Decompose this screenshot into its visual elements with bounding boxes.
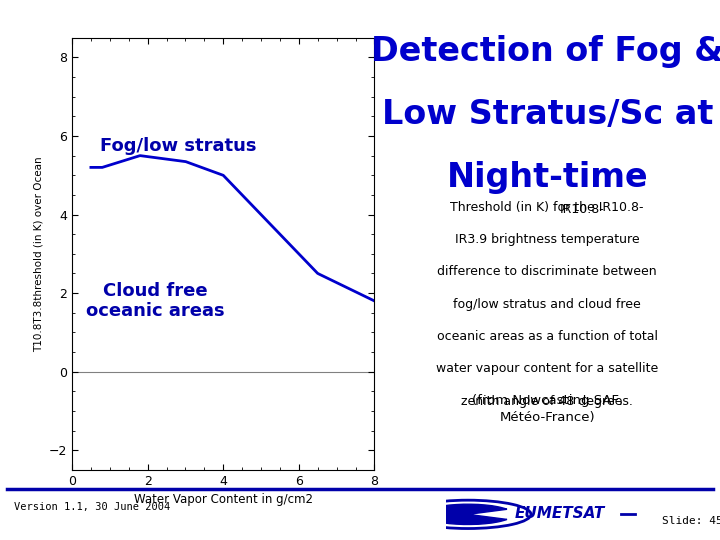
Text: Detection of Fog &: Detection of Fog & [371,35,720,68]
Wedge shape [423,504,507,524]
Text: difference to discriminate between: difference to discriminate between [437,266,657,279]
Text: EUMETSAT: EUMETSAT [515,506,605,521]
Text: Threshold (in K) for the IR10.8-: Threshold (in K) for the IR10.8- [451,201,644,214]
Text: oceanic areas as a function of total: oceanic areas as a function of total [437,330,657,343]
Text: Fog/low stratus: Fog/low stratus [99,137,256,155]
Text: fog/low stratus and cloud free: fog/low stratus and cloud free [454,298,641,310]
Text: water vapour content for a satellite: water vapour content for a satellite [436,362,658,375]
Text: Low Stratus/Sc at: Low Stratus/Sc at [382,98,713,131]
X-axis label: Water Vapor Content in g/cm2: Water Vapor Content in g/cm2 [134,493,312,506]
Text: IR10.8-: IR10.8- [559,203,604,216]
Text: Slide: 45: Slide: 45 [662,516,720,526]
Text: zenith angle of 48 degrees.: zenith angle of 48 degrees. [462,395,633,408]
Text: Cloud free
oceanic areas: Cloud free oceanic areas [86,281,225,320]
Y-axis label: T10.8T3.8threshold (in K) over Ocean: T10.8T3.8threshold (in K) over Ocean [33,156,43,352]
Text: IR3.9 brightness temperature: IR3.9 brightness temperature [455,233,639,246]
Text: (from Nowcasting SAF,
Météo-France): (from Nowcasting SAF, Météo-France) [472,394,623,423]
Text: Night-time: Night-time [446,160,648,193]
Text: Version 1.1, 30 June 2004: Version 1.1, 30 June 2004 [14,502,171,512]
